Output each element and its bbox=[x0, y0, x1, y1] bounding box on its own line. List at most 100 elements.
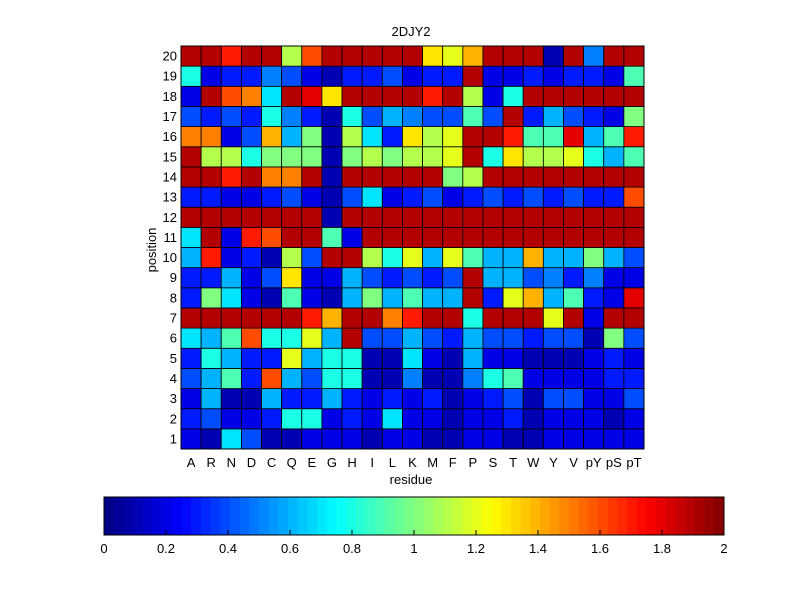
heatmap-cell bbox=[321, 287, 343, 309]
heatmap-cell bbox=[583, 347, 605, 369]
heatmap-cell bbox=[522, 367, 544, 389]
heatmap-cell bbox=[261, 287, 283, 309]
heatmap-cell bbox=[402, 287, 423, 309]
x-tick-label: W bbox=[527, 455, 540, 470]
heatmap-cell bbox=[240, 428, 262, 450]
heatmap-cell bbox=[542, 45, 564, 67]
heatmap-cell bbox=[281, 206, 303, 228]
colorbar-band bbox=[452, 497, 463, 535]
heatmap-cell bbox=[603, 408, 625, 430]
heatmap-cell bbox=[240, 307, 262, 329]
heatmap-cell bbox=[361, 126, 383, 148]
x-tick-label: Y bbox=[549, 455, 558, 470]
heatmap-cell bbox=[381, 146, 403, 168]
heatmap-cell bbox=[301, 166, 323, 188]
heatmap-cell bbox=[623, 126, 645, 148]
heatmap-cell bbox=[462, 126, 484, 148]
heatmap-cell bbox=[482, 106, 504, 127]
heatmap-cell bbox=[200, 347, 222, 369]
heatmap-cell bbox=[442, 226, 464, 248]
heatmap-cell bbox=[603, 307, 625, 329]
y-tick-label: 15 bbox=[163, 149, 177, 164]
x-tick-label: L bbox=[389, 455, 396, 470]
colorbar-tick-label: 2 bbox=[720, 541, 727, 556]
heatmap-cell bbox=[341, 327, 363, 349]
heatmap-cell bbox=[522, 408, 544, 430]
heatmap-cell bbox=[583, 65, 605, 87]
heatmap-cell bbox=[180, 408, 202, 430]
heatmap-cell bbox=[623, 226, 645, 248]
heatmap-cell bbox=[522, 428, 544, 450]
heatmap-cell bbox=[341, 45, 363, 67]
heatmap-cell bbox=[301, 367, 323, 389]
heatmap-cell bbox=[563, 388, 585, 410]
heatmap-cell bbox=[502, 408, 524, 430]
heatmap-cell bbox=[180, 247, 202, 269]
heatmap-cell bbox=[603, 186, 625, 208]
heatmap-cell bbox=[381, 106, 403, 127]
heatmap-cell bbox=[402, 388, 423, 410]
heatmap-cell bbox=[583, 247, 605, 269]
heatmap-cell bbox=[261, 166, 283, 188]
heatmap-cell bbox=[341, 287, 363, 309]
heatmap-cell bbox=[200, 186, 222, 208]
heatmap-cell bbox=[522, 106, 544, 127]
heatmap-cell bbox=[542, 287, 564, 309]
x-tick-label: C bbox=[267, 455, 276, 470]
heatmap-cell bbox=[200, 206, 222, 228]
heatmap-cell bbox=[422, 166, 444, 188]
heatmap-cell bbox=[240, 226, 262, 248]
heatmap-cell bbox=[301, 206, 323, 228]
heatmap-cell bbox=[563, 206, 585, 228]
heatmap-cell bbox=[563, 166, 585, 188]
heatmap-cell bbox=[603, 347, 625, 369]
heatmap-cell bbox=[261, 146, 283, 168]
heatmap-cell bbox=[402, 428, 423, 450]
heatmap-cell bbox=[301, 247, 323, 269]
colorbar-band bbox=[636, 497, 647, 535]
colorbar-band bbox=[569, 497, 580, 535]
heatmap-cell bbox=[281, 307, 303, 329]
heatmap-cell bbox=[563, 287, 585, 309]
heatmap-cell bbox=[240, 206, 262, 228]
heatmap-cell bbox=[462, 166, 484, 188]
heatmap-cell bbox=[321, 347, 343, 369]
heatmap-cell bbox=[341, 85, 363, 107]
heatmap-cell bbox=[381, 347, 403, 369]
heatmap-cell bbox=[603, 126, 625, 148]
heatmap-cell bbox=[462, 247, 484, 269]
heatmap-cell bbox=[603, 247, 625, 269]
heatmap-cell bbox=[482, 166, 504, 188]
heatmap-cell bbox=[321, 65, 343, 87]
heatmap-cell bbox=[603, 206, 625, 228]
heatmap-cell bbox=[301, 45, 323, 67]
heatmap-cell bbox=[422, 347, 444, 369]
colorbar-band bbox=[200, 497, 211, 535]
colorbar-tick-label: 1 bbox=[410, 541, 417, 556]
colorbar-band bbox=[104, 497, 115, 535]
heatmap-cell bbox=[442, 307, 464, 329]
heatmap-cell bbox=[361, 45, 383, 67]
heatmap-cell bbox=[482, 247, 504, 269]
heatmap-cell bbox=[180, 226, 202, 248]
heatmap-cell bbox=[462, 267, 484, 289]
colorbar-band bbox=[588, 497, 599, 535]
heatmap-cell bbox=[402, 106, 423, 127]
x-tick-label: V bbox=[569, 455, 578, 470]
heatmap-cell bbox=[442, 45, 464, 67]
heatmap-cell bbox=[200, 45, 222, 67]
heatmap-cell bbox=[381, 287, 403, 309]
heatmap-cell bbox=[261, 267, 283, 289]
heatmap-cell bbox=[563, 106, 585, 127]
colorbar-tick-label: 1.4 bbox=[529, 541, 547, 556]
colorbar-band bbox=[714, 497, 725, 535]
heatmap-cell bbox=[402, 146, 423, 168]
heatmap-cell bbox=[240, 287, 262, 309]
heatmap-cell bbox=[502, 428, 524, 450]
chart-title: 2DJY2 bbox=[391, 24, 430, 39]
colorbar-band bbox=[297, 497, 308, 535]
heatmap-cell bbox=[361, 146, 383, 168]
heatmap-cell bbox=[583, 126, 605, 148]
heatmap-cell bbox=[442, 186, 464, 208]
heatmap-cell bbox=[361, 106, 383, 127]
